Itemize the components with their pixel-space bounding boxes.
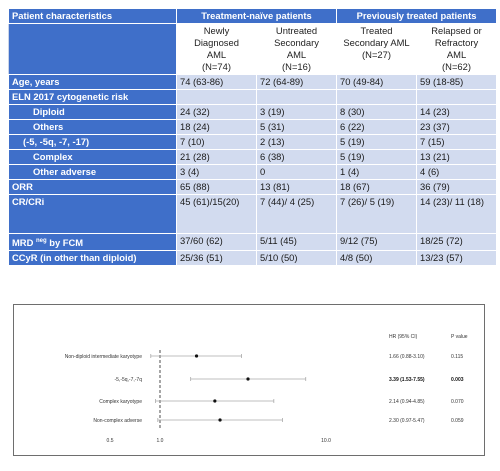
p-value: 0.059 bbox=[451, 418, 464, 424]
hr-point bbox=[246, 377, 250, 381]
table-row-monosomal: (-5, -5q, -7, -17) 7 (10) 2 (13) 5 (19) … bbox=[8, 134, 498, 150]
table-row-orr: ORR 65 (88) 13 (81) 18 (67) 36 (79) bbox=[8, 179, 498, 195]
group-header-treated: Previously treated patients bbox=[336, 8, 498, 24]
header-label: Patient characteristics bbox=[8, 8, 177, 24]
table-row-ccyr: CCyR (in other than diploid) 25/36 (51) … bbox=[8, 250, 498, 267]
p-value: 0.070 bbox=[451, 399, 464, 405]
column-header-newly-diagnosed: Newly Diagnosed AML (N=74) bbox=[176, 23, 257, 75]
table-row-age: Age, years 74 (63-86) 72 (64-89) 70 (49-… bbox=[8, 74, 498, 90]
column-header-row: Newly Diagnosed AML (N=74) Untreated Sec… bbox=[8, 23, 498, 75]
hr-point bbox=[218, 418, 222, 422]
column-header-treated-secondary: Treated Secondary AML (N=27) bbox=[336, 23, 418, 75]
p-value: 0.003 bbox=[451, 377, 464, 383]
patient-characteristics-table: Patient characteristics Treatment-naïve … bbox=[8, 8, 498, 267]
x-tick-label: 0.5 bbox=[107, 438, 114, 444]
column-header-untreated-secondary: Untreated Secondary AML (N=16) bbox=[255, 23, 338, 75]
row-label: -5,-5q,-7,-7q bbox=[114, 377, 142, 383]
hr-ci-header: HR (95% CI) bbox=[389, 334, 418, 340]
row-label: Non-diploid intermediate karyotype bbox=[65, 354, 142, 360]
x-tick-label: 1.0 bbox=[157, 438, 164, 444]
hr-point bbox=[194, 354, 199, 358]
table-header-row: Patient characteristics Treatment-naïve … bbox=[8, 8, 498, 24]
forest-plot: HR (95% CI) P value Non-diploid intermedia… bbox=[13, 304, 485, 456]
table-row-others: Others 18 (24) 5 (31) 6 (22) 23 (37) bbox=[8, 119, 498, 135]
column-header-relapsed-refractory: Relapsed or Refractory AML (N=62) bbox=[416, 23, 498, 75]
hr-ci-value: 3.39 (1.53-7.55) bbox=[389, 377, 425, 383]
hr-point bbox=[213, 399, 217, 403]
x-tick-label: 10.0 bbox=[321, 438, 331, 444]
forest-plot-svg: HR (95% CI) P value Non-diploid intermedia… bbox=[65, 334, 468, 444]
hr-ci-value: 2.14 (0.94-4.85) bbox=[389, 399, 425, 405]
table-row-eln-header: ELN 2017 cytogenetic risk bbox=[8, 89, 498, 105]
table-row-cr-cri: CR/CRi 45 (61)/15(20) 7 (44)/ 4 (25) 7 (… bbox=[8, 194, 498, 234]
row-label: Non-complex adverse bbox=[93, 418, 142, 424]
hr-ci-value: 2.30 (0.97-5.47) bbox=[389, 418, 425, 424]
hr-ci-value: 1.66 (0.88-3.10) bbox=[389, 354, 425, 360]
table-row-mrd: MRD neg by FCM 37/60 (62) 5/11 (45) 9/12… bbox=[8, 232, 498, 252]
table-row-diploid: Diploid 24 (32) 3 (19) 8 (30) 14 (23) bbox=[8, 104, 498, 120]
p-value: 0.115 bbox=[451, 354, 463, 360]
row-label: Complex karyotype bbox=[99, 399, 142, 405]
table-row-other-adverse: Other adverse 3 (4) 0 1 (4) 4 (6) bbox=[8, 164, 498, 180]
table-row-complex: Complex 21 (28) 6 (38) 5 (19) 13 (21) bbox=[8, 149, 498, 165]
group-header-naive: Treatment-naïve patients bbox=[175, 8, 338, 24]
p-value-header: P value bbox=[451, 334, 468, 340]
